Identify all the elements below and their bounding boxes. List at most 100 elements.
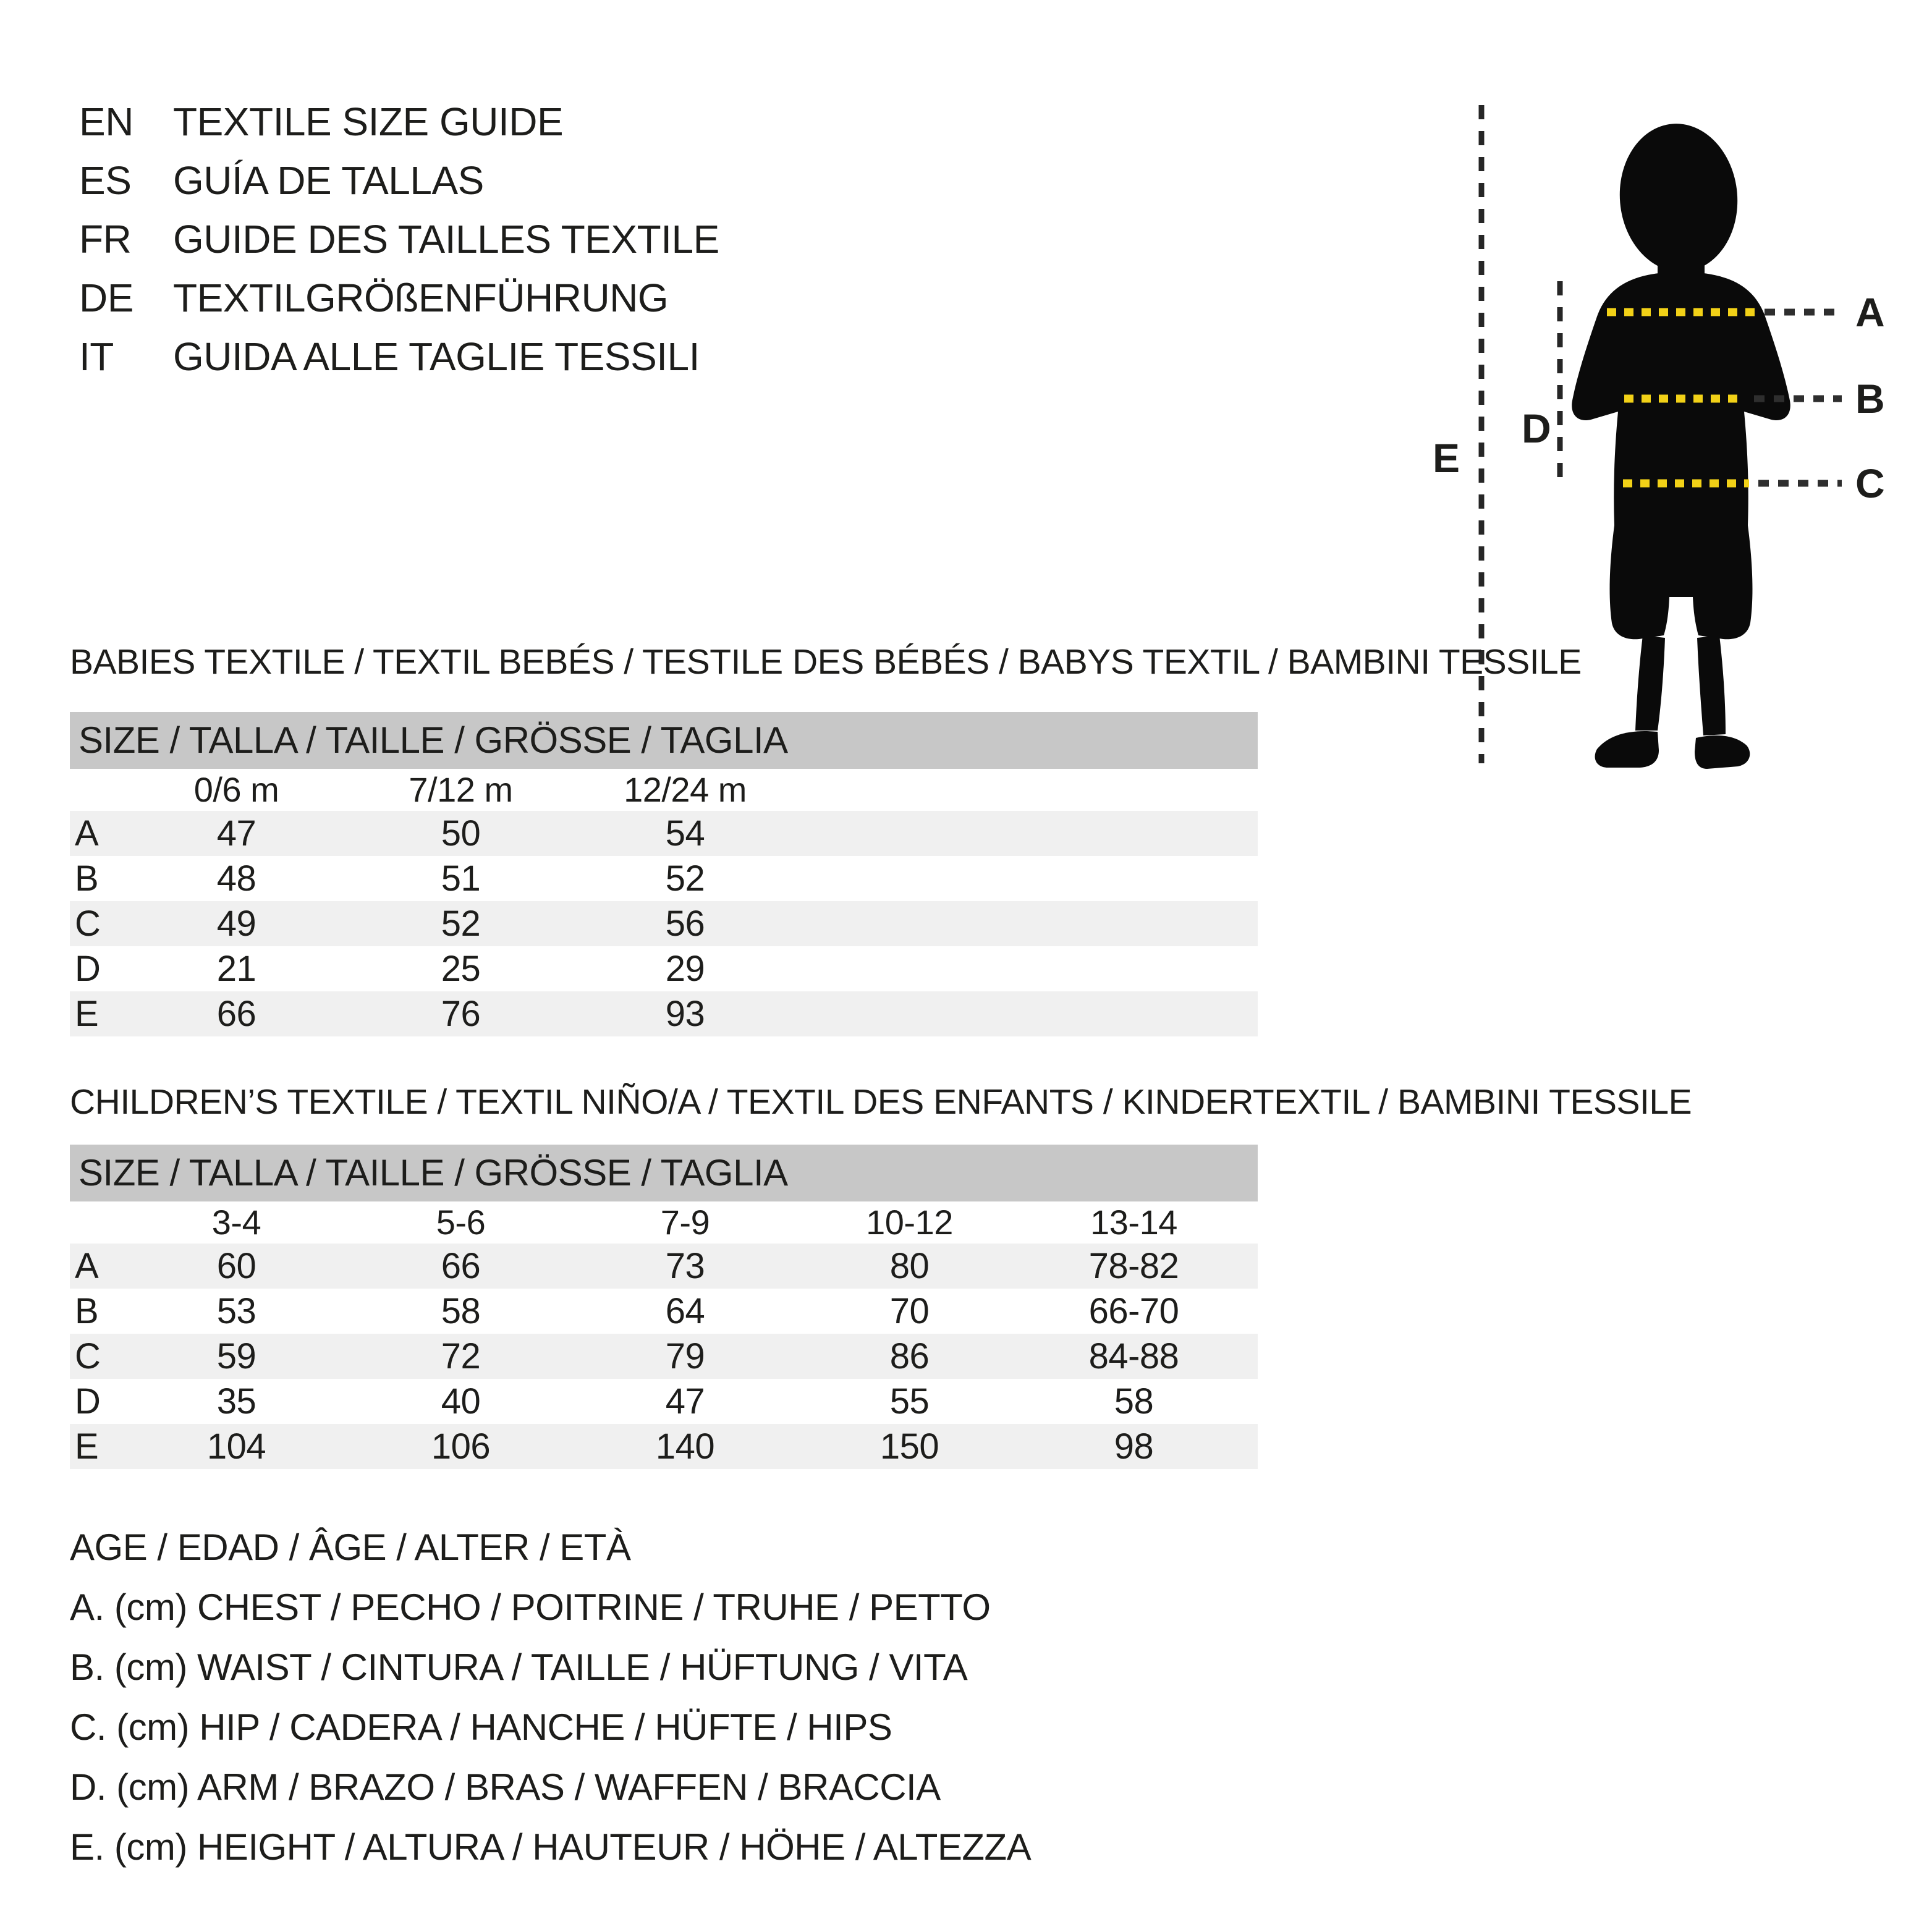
- table-cell: 48: [216, 858, 256, 899]
- table-cell: 58: [1114, 1381, 1154, 1421]
- table-row: B 48 51 52: [70, 856, 1258, 901]
- height-label: E: [1433, 435, 1460, 481]
- legend-height-line: E. (cm) HEIGHT / ALTURA / HAUTEUR / HÖHE…: [70, 1826, 1032, 1868]
- table-cell: 84-88: [1088, 1336, 1179, 1376]
- children-column-headers: 3-4 5-6 7-9 10-12 13-14: [70, 1201, 1258, 1244]
- children-col-13-14: 13-14: [1090, 1203, 1177, 1242]
- table-cell: 56: [665, 904, 705, 944]
- table-cell: 40: [441, 1381, 481, 1421]
- table-cell: 78-82: [1088, 1246, 1179, 1286]
- table-cell: 86: [889, 1336, 930, 1376]
- table-cell: 72: [441, 1336, 481, 1376]
- table-row: E 104 106 140 150 98: [70, 1424, 1258, 1469]
- table-cell: 60: [216, 1246, 256, 1286]
- lang-title-en: TEXTILE SIZE GUIDE: [173, 100, 564, 144]
- table-cell: 50: [441, 813, 481, 854]
- table-row: E 66 76 93: [70, 991, 1258, 1036]
- table-row: B 53 58 64 70 66-70: [70, 1289, 1258, 1334]
- waist-label: B: [1855, 376, 1884, 422]
- table-cell: 54: [665, 813, 705, 854]
- table-cell: 66-70: [1088, 1291, 1179, 1331]
- measurement-legend: AGE / EDAD / ÂGE / ALTER / ETÀ A. (cm) C…: [70, 1517, 1032, 1877]
- lang-code-fr: FR: [79, 217, 132, 261]
- legend-arm-line: D. (cm) ARM / BRAZO / BRAS / WAFFEN / BR…: [70, 1766, 941, 1808]
- table-cell: 64: [665, 1291, 705, 1331]
- table-cell: 51: [441, 858, 481, 899]
- table-cell: 106: [431, 1426, 491, 1467]
- legend-chest-line: A. (cm) CHEST / PECHO / POITRINE / TRUHE…: [70, 1587, 991, 1628]
- table-cell: 80: [889, 1246, 930, 1286]
- table-cell: 47: [216, 813, 256, 854]
- babies-column-headers: 0/6 m 7/12 m 12/24 m: [70, 769, 1258, 811]
- legend-hip-line: C. (cm) HIP / CADERA / HANCHE / HÜFTE / …: [70, 1706, 892, 1748]
- arm-label: D: [1522, 405, 1551, 451]
- lang-code-it: IT: [79, 334, 114, 379]
- row-label: E: [75, 1426, 99, 1467]
- children-col-7-9: 7-9: [660, 1203, 710, 1242]
- table-row: A 60 66 73 80 78-82: [70, 1244, 1258, 1289]
- lang-code-en: EN: [79, 100, 133, 144]
- table-cell: 55: [889, 1381, 930, 1421]
- table-cell: 25: [441, 949, 481, 989]
- child-silhouette: [1572, 124, 1790, 769]
- table-cell: 104: [206, 1426, 266, 1467]
- table-cell: 53: [216, 1291, 256, 1331]
- table-cell: 150: [879, 1426, 939, 1467]
- row-label: D: [75, 1381, 101, 1421]
- lang-code-es: ES: [79, 158, 132, 203]
- table-cell: 66: [216, 994, 256, 1034]
- table-cell: 58: [441, 1291, 481, 1331]
- table-cell: 70: [889, 1291, 930, 1331]
- row-label: B: [75, 858, 99, 899]
- table-cell: 29: [665, 949, 705, 989]
- babies-size-bar: SIZE / TALLA / TAILLE / GRÖSSE / TAGLIA: [70, 712, 1258, 769]
- row-label: C: [75, 1336, 101, 1376]
- measurement-diagram: A B C D E: [1433, 105, 1885, 769]
- table-row: D 35 40 47 55 58: [70, 1379, 1258, 1424]
- row-label: D: [75, 949, 101, 989]
- babies-size-table: SIZE / TALLA / TAILLE / GRÖSSE / TAGLIA …: [70, 712, 1258, 1036]
- table-cell: 47: [665, 1381, 705, 1421]
- children-col-5-6: 5-6: [436, 1203, 486, 1242]
- lang-title-fr: GUIDE DES TAILLES TEXTILE: [173, 217, 719, 261]
- children-size-bar: SIZE / TALLA / TAILLE / GRÖSSE / TAGLIA: [70, 1145, 1258, 1201]
- legend-waist-line: B. (cm) WAIST / CINTURA / TAILLE / HÜFTU…: [70, 1646, 968, 1688]
- babies-col-7-12m: 7/12 m: [409, 770, 513, 809]
- silhouette-head: [1619, 124, 1738, 272]
- table-cell: 59: [216, 1336, 256, 1376]
- table-row: D 21 25 29: [70, 946, 1258, 991]
- table-cell: 66: [441, 1246, 481, 1286]
- babies-col-0-6m: 0/6 m: [193, 770, 279, 809]
- silhouette-right-shoe: [1695, 735, 1750, 769]
- chest-label: A: [1855, 289, 1884, 335]
- row-label: C: [75, 904, 101, 944]
- table-row: A 47 50 54: [70, 811, 1258, 856]
- table-cell: 35: [216, 1381, 256, 1421]
- hip-label: C: [1855, 460, 1884, 506]
- row-label: E: [75, 994, 99, 1034]
- table-cell: 140: [655, 1426, 715, 1467]
- babies-col-12-24m: 12/24 m: [624, 770, 747, 809]
- lang-title-de: TEXTILGRÖßENFÜHRUNG: [173, 276, 669, 320]
- language-list: EN TEXTILE SIZE GUIDE ES GUÍA DE TALLAS …: [79, 93, 719, 386]
- table-cell: 21: [216, 949, 256, 989]
- children-size-table: SIZE / TALLA / TAILLE / GRÖSSE / TAGLIA …: [70, 1145, 1258, 1469]
- row-label: B: [75, 1291, 99, 1331]
- children-section-heading: CHILDREN’S TEXTILE / TEXTIL NIÑO/A / TEX…: [70, 1082, 1692, 1122]
- table-cell: 76: [441, 994, 481, 1034]
- babies-section-heading: BABIES TEXTILE / TEXTIL BEBÉS / TESTILE …: [70, 642, 1582, 682]
- table-row: C 59 72 79 86 84-88: [70, 1334, 1258, 1379]
- silhouette-left-shoe: [1595, 731, 1659, 768]
- row-label: A: [75, 813, 99, 854]
- table-row: C 49 52 56: [70, 901, 1258, 946]
- table-cell: 73: [665, 1246, 705, 1286]
- children-col-3-4: 3-4: [211, 1203, 261, 1242]
- silhouette-shorts: [1609, 525, 1753, 640]
- table-cell: 93: [665, 994, 705, 1034]
- row-label: A: [75, 1246, 99, 1286]
- children-rows: A 60 66 73 80 78-82 B 53 58 64 70 66-70 …: [70, 1244, 1258, 1469]
- babies-header-spacer: [70, 769, 124, 811]
- babies-rows: A 47 50 54 B 48 51 52 C 49 52 56 D 21 25: [70, 811, 1258, 1036]
- table-cell: 98: [1114, 1426, 1154, 1467]
